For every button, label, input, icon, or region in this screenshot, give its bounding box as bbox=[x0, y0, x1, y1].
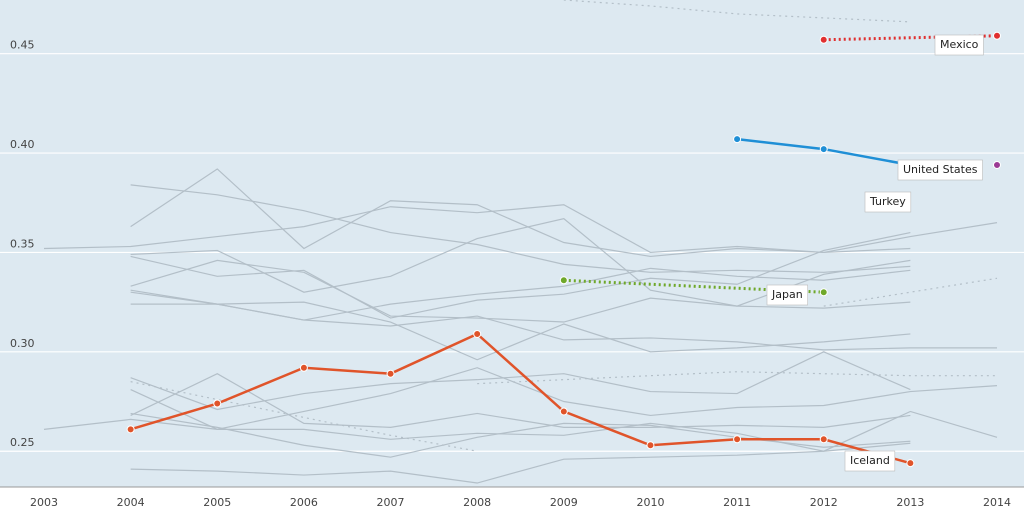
background-line bbox=[130, 381, 478, 452]
x-tick-label: 2003 bbox=[30, 496, 58, 509]
background-line bbox=[130, 351, 911, 411]
series-label: Turkey bbox=[864, 191, 912, 213]
point bbox=[906, 459, 915, 468]
point bbox=[733, 435, 742, 444]
point bbox=[993, 31, 1001, 40]
highlight-line bbox=[130, 332, 911, 465]
label-box bbox=[934, 34, 984, 56]
point bbox=[559, 407, 568, 416]
x-tick-label: 2004 bbox=[117, 496, 145, 509]
plot-background bbox=[0, 0, 1024, 487]
background-line bbox=[130, 168, 998, 258]
series-label: United States bbox=[897, 159, 983, 181]
label-text: Iceland bbox=[850, 454, 890, 467]
x-tick-label: 2007 bbox=[377, 496, 405, 509]
point bbox=[126, 425, 135, 434]
point bbox=[819, 35, 828, 44]
point bbox=[299, 363, 308, 372]
axis-strip bbox=[0, 487, 1024, 514]
y-tick-label: 0.35 bbox=[10, 237, 35, 250]
background-line bbox=[130, 291, 997, 351]
y-tick-label: 0.25 bbox=[10, 436, 35, 449]
y-tick-label: 0.40 bbox=[10, 138, 35, 151]
y-tick-label: 0.45 bbox=[10, 39, 35, 52]
background-line bbox=[130, 442, 911, 484]
highlight-line bbox=[823, 34, 998, 42]
point bbox=[559, 276, 568, 285]
point bbox=[733, 135, 742, 144]
background-line bbox=[43, 410, 998, 452]
background-line bbox=[130, 184, 911, 273]
point bbox=[386, 369, 395, 378]
label-box bbox=[766, 284, 808, 306]
label-box bbox=[864, 191, 912, 213]
background-line bbox=[130, 367, 998, 430]
background-line bbox=[130, 301, 911, 361]
background-line bbox=[130, 259, 911, 323]
x-tick-label: 2011 bbox=[723, 496, 751, 509]
label-text: Mexico bbox=[940, 38, 979, 51]
point bbox=[993, 160, 1001, 169]
series-label: Japan bbox=[766, 284, 808, 306]
x-tick-label: 2006 bbox=[290, 496, 318, 509]
label-text: Turkey bbox=[869, 195, 906, 208]
x-tick-label: 2010 bbox=[636, 496, 664, 509]
label-text: Japan bbox=[771, 288, 803, 301]
point bbox=[819, 435, 828, 444]
point bbox=[819, 288, 828, 297]
series-label: Mexico bbox=[934, 34, 984, 56]
series-label: Iceland bbox=[844, 450, 896, 472]
x-tick-label: 2014 bbox=[983, 496, 1011, 509]
point bbox=[213, 399, 222, 408]
x-tick-label: 2013 bbox=[896, 496, 924, 509]
label-box bbox=[897, 159, 983, 181]
x-tick-label: 2005 bbox=[203, 496, 231, 509]
x-tick-label: 2008 bbox=[463, 496, 491, 509]
x-tick-label: 2009 bbox=[550, 496, 578, 509]
background-line bbox=[130, 231, 911, 319]
background-line bbox=[130, 412, 911, 458]
point bbox=[646, 441, 655, 450]
label-text: United States bbox=[903, 163, 978, 176]
x-tick-label: 2012 bbox=[810, 496, 838, 509]
point bbox=[473, 329, 482, 338]
label-box bbox=[844, 450, 896, 472]
background-line bbox=[563, 0, 911, 23]
background-line bbox=[130, 373, 911, 428]
background-line bbox=[43, 204, 911, 254]
y-tick-label: 0.30 bbox=[10, 337, 35, 350]
point bbox=[819, 145, 828, 154]
background-line bbox=[477, 371, 997, 385]
